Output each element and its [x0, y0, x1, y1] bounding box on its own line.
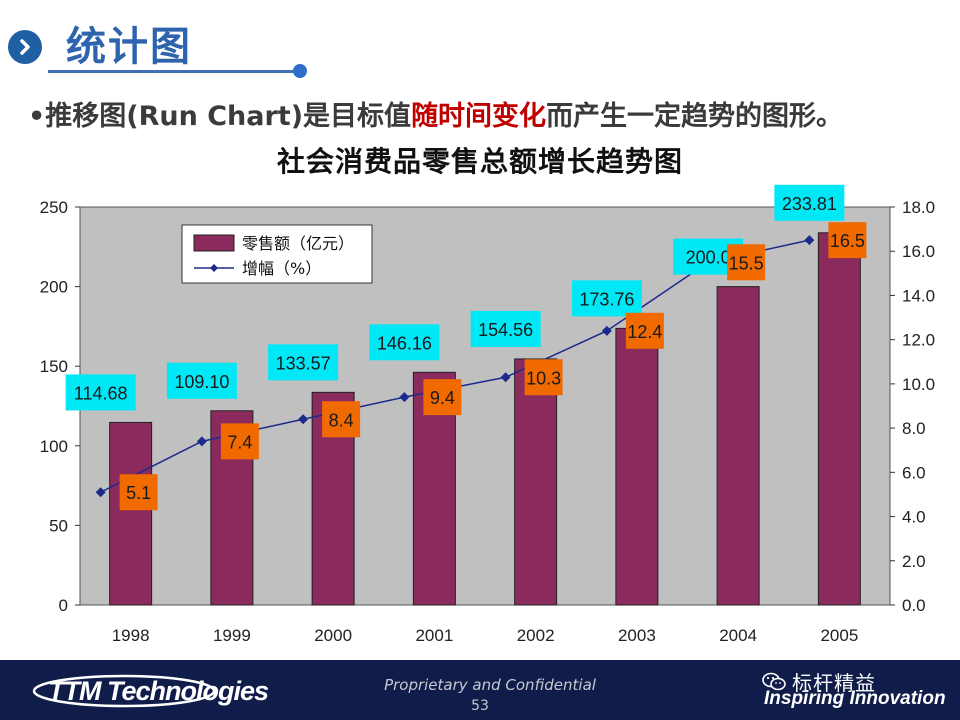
legend-bar-swatch — [193, 234, 235, 252]
x-axis-tick-label: 2000 — [314, 626, 352, 645]
line-value-label: 10.3 — [526, 368, 561, 388]
right-axis-tick-label: 6.0 — [902, 463, 926, 482]
left-axis-tick-label: 100 — [40, 437, 68, 456]
line-point-marker — [500, 372, 511, 383]
title-bullet-icon — [8, 30, 42, 64]
slide-subtitle: •推移图(Run Chart)是目标值随时间变化而产生一定趋势的图形。 — [28, 94, 843, 133]
line-value-label: 7.4 — [227, 432, 252, 452]
legend-line-label: 增幅（%） — [242, 259, 321, 278]
title-underline-dot — [293, 64, 307, 78]
left-axis-tick-label: 250 — [40, 198, 68, 217]
x-axis-tick-label: 2001 — [415, 626, 453, 645]
line-value-label-bg — [625, 312, 664, 349]
x-axis-tick-label: 2002 — [517, 626, 555, 645]
line-point-marker — [804, 235, 815, 246]
line-point-marker — [601, 325, 612, 336]
subtitle-text-after: 而产生一定趋势的图形。 — [546, 101, 844, 132]
line-point-marker — [196, 436, 207, 447]
right-axis-tick-label: 8.0 — [902, 419, 926, 438]
slide-title: 统计图 — [66, 24, 192, 70]
line-point-marker — [298, 414, 309, 425]
bar-value-label: 133.57 — [276, 353, 331, 373]
bar-value-label-bg — [774, 184, 845, 221]
line-value-label-bg — [220, 423, 259, 460]
chevron-right-icon — [20, 39, 30, 55]
right-axis-tick-label: 0.0 — [902, 596, 926, 615]
bar-value-label-bg — [268, 344, 339, 381]
line-value-label: 5.1 — [126, 483, 151, 503]
line-point-marker — [95, 487, 106, 498]
tagline: Inspiring Innovation — [764, 688, 946, 709]
x-axis-tick-label: 2003 — [618, 626, 656, 645]
x-axis-tick-label: 2004 — [719, 626, 757, 645]
wechat-badge: 标杆精益 — [762, 667, 876, 696]
line-value-label-bg — [828, 222, 867, 259]
right-axis-tick-label: 16.0 — [902, 242, 935, 261]
subtitle-text-before: 推移图(Run Chart)是目标值 — [45, 101, 412, 132]
line-value-label: 9.4 — [430, 388, 455, 408]
right-axis-tick-label: 14.0 — [902, 286, 935, 305]
bar-value-label: 200.0 — [686, 248, 731, 268]
x-axis-tick-label: 1998 — [112, 626, 150, 645]
confidential-notice: Proprietary and Confidential — [384, 676, 596, 694]
line-point-marker — [399, 392, 410, 403]
legend-bar-label: 零售额（亿元） — [242, 234, 354, 253]
bar-value-label-bg — [470, 310, 541, 347]
bar-value-label-bg — [65, 374, 136, 411]
bar-value-label: 154.56 — [478, 320, 533, 340]
bar-value-label: 233.81 — [782, 194, 837, 214]
chart-title: 社会消费品零售总额增长趋势图 — [276, 145, 683, 178]
ttm-logo-swoosh-icon — [32, 674, 216, 708]
line-value-label: 8.4 — [329, 410, 354, 430]
chart: 0 50 100 150 200 250 0.0 2.0 4.0 6.0 8.0 10.0 12.0 14… — [40, 184, 935, 645]
left-axis-tick-label: 0 — [59, 596, 68, 615]
legend-line-marker — [210, 264, 218, 272]
bar-value-label: 109.10 — [174, 372, 229, 392]
right-axis-tick-label: 18.0 — [902, 198, 935, 217]
bar — [615, 327, 659, 606]
x-axis-tick-label: 1999 — [213, 626, 251, 645]
left-axis-tick-label: 50 — [49, 516, 68, 535]
line-value-label-bg — [119, 474, 158, 511]
bar-value-label-bg — [166, 362, 237, 399]
bar-value-label: 146.16 — [377, 333, 432, 353]
left-axis-tick-label: 150 — [40, 357, 68, 376]
right-axis-tick-label: 10.0 — [902, 375, 935, 394]
wechat-icon — [762, 672, 786, 690]
left-axis-tick-label: 200 — [40, 278, 68, 297]
right-axis-tick-label: 4.0 — [902, 508, 926, 527]
right-axis-tick-label: 12.0 — [902, 331, 935, 350]
bar — [109, 421, 153, 606]
bar-value-label: 114.68 — [74, 383, 128, 403]
bar-value-label: 173.76 — [579, 289, 634, 309]
line-value-label: 16.5 — [830, 231, 865, 251]
line-value-label-bg — [727, 244, 766, 281]
line-value-label-bg — [524, 359, 563, 396]
x-axis-tick-label: 2005 — [820, 626, 858, 645]
title-underline — [48, 70, 300, 73]
bar — [817, 232, 861, 606]
line-value-label: 12.4 — [627, 322, 662, 342]
footer-bar — [0, 660, 960, 720]
line-value-label: 15.5 — [729, 253, 764, 273]
bar-value-label-bg — [369, 324, 440, 361]
wechat-account-name: 标杆精益 — [792, 671, 876, 695]
bar-value-label-bg — [571, 280, 642, 317]
subtitle-bullet: • — [28, 101, 46, 132]
page-number: 53 — [471, 698, 489, 714]
subtitle-highlight: 随时间变化 — [411, 101, 547, 132]
line-value-label-bg — [322, 401, 361, 438]
bar — [514, 358, 558, 606]
line-value-label-bg — [423, 379, 462, 416]
right-axis-tick-label: 2.0 — [902, 552, 926, 571]
company-logo: TTM Technologies — [48, 676, 269, 706]
bar — [716, 286, 760, 606]
